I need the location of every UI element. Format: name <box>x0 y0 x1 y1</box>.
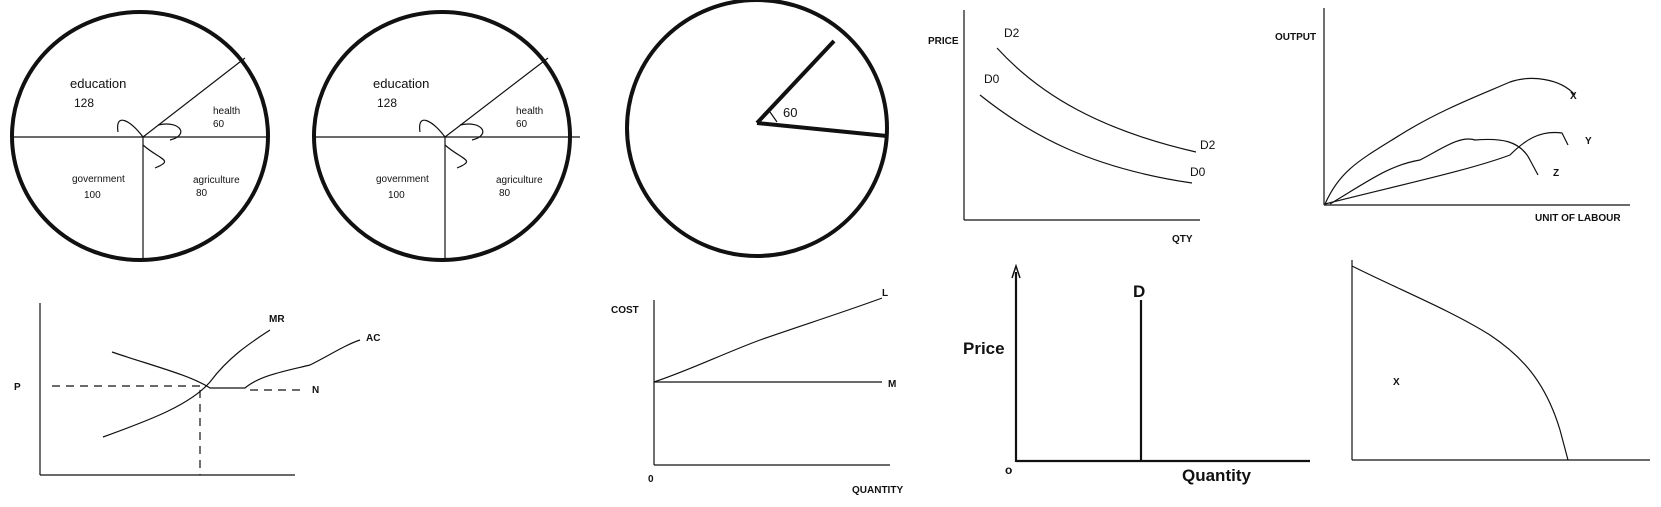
pie-chart-2: education 128 health 60 government 100 a… <box>312 10 580 262</box>
demand-shift-ylabel: PRICE <box>928 36 959 47</box>
demand-shift-xlabel: QTY <box>1172 234 1193 245</box>
d-label: D <box>1133 282 1145 301</box>
labour-output-chart: OUTPUT UNIT OF LABOUR X Y Z <box>1275 8 1630 224</box>
mr-curve <box>102 329 271 438</box>
p-label: P <box>14 382 21 393</box>
curve-y-label: Y <box>1585 136 1592 147</box>
pie2-education-value: 128 <box>377 96 397 110</box>
n-label: N <box>312 385 319 396</box>
pie2-agriculture-value: 80 <box>499 188 511 199</box>
pie1-circle <box>10 10 270 262</box>
pie2-government-value: 100 <box>388 190 405 201</box>
output-curve-y <box>1324 131 1569 205</box>
angle-circle: 60 <box>625 0 889 258</box>
cost-quantity-chart: COST QUANTITY 0 L M <box>611 288 903 496</box>
angle-value-label: 60 <box>783 105 797 120</box>
y-axis-arrow <box>1011 263 1021 279</box>
ppc-chart: X <box>1351 260 1650 461</box>
vertical-demand-chart: Price Quantity o D <box>963 263 1310 485</box>
pie2-education-label: education <box>373 76 429 91</box>
m-label: M <box>888 379 896 390</box>
price-ylabel: Price <box>963 339 1005 358</box>
pie2-radius-line <box>444 57 549 138</box>
pie1-angle-arc-education <box>117 119 144 138</box>
pie2-circle <box>312 10 572 262</box>
mr-label: MR <box>269 314 285 325</box>
pie1-angle-arc-health <box>157 123 182 141</box>
pie1-education-label: education <box>70 76 126 91</box>
output-curve-z <box>1329 138 1539 205</box>
d2-end-label: D2 <box>1200 138 1216 152</box>
pie2-angle-arc-health <box>459 123 484 141</box>
demand-shift-chart: PRICE QTY D2 D0 D2 D0 <box>928 10 1216 245</box>
angle-ray-lower <box>756 121 888 138</box>
demand-curve-d2 <box>996 47 1197 153</box>
pie1-health-label: health <box>213 106 240 117</box>
pie2-health-value: 60 <box>516 119 528 130</box>
angle-ray-upper <box>755 39 836 125</box>
pie2-health-label: health <box>516 106 543 117</box>
pie-chart-1: education 128 health 60 government 100 a… <box>10 10 270 262</box>
pie1-angle-arc-bottom <box>142 144 166 169</box>
pie1-health-value: 60 <box>213 119 225 130</box>
pie1-agriculture-value: 80 <box>196 188 208 199</box>
demand-curve-d0 <box>979 94 1193 184</box>
labour-output-ylabel: OUTPUT <box>1275 32 1316 43</box>
origin-label: o <box>1005 463 1012 477</box>
pie2-angle-arc-bottom <box>444 144 468 169</box>
pie1-government-label: government <box>72 174 125 185</box>
pie1-government-value: 100 <box>84 190 101 201</box>
labour-output-xlabel: UNIT OF LABOUR <box>1535 213 1621 224</box>
ac-label: AC <box>366 333 380 344</box>
pie1-education-value: 128 <box>74 96 94 110</box>
curve-z-label: Z <box>1553 168 1559 179</box>
d0-end-label: D0 <box>1190 165 1206 179</box>
ac-curve <box>111 339 361 389</box>
l-label: L <box>882 288 888 299</box>
cost-ylabel: COST <box>611 305 639 316</box>
output-curve-x <box>1324 77 1576 205</box>
pie2-government-label: government <box>376 174 429 185</box>
angle-marker <box>769 111 778 123</box>
pie1-radius-line <box>142 57 246 138</box>
pie2-agriculture-label: agriculture <box>496 175 543 186</box>
pie2-angle-arc-education <box>419 119 446 138</box>
quantity-xlabel-2: Quantity <box>1182 466 1251 485</box>
quantity-xlabel: QUANTITY <box>852 485 903 496</box>
d2-top-label: D2 <box>1004 26 1020 40</box>
angle-circle-outline <box>625 0 889 258</box>
ppc-x-label: X <box>1393 377 1400 388</box>
ppc-curve <box>1351 265 1569 461</box>
curve-x-label: X <box>1570 91 1577 102</box>
cost-curves-chart: P MR AC N <box>14 303 380 476</box>
l-curve <box>653 297 883 383</box>
d0-top-label: D0 <box>984 72 1000 86</box>
cost-origin-label: 0 <box>648 474 654 485</box>
pie1-agriculture-label: agriculture <box>193 175 240 186</box>
